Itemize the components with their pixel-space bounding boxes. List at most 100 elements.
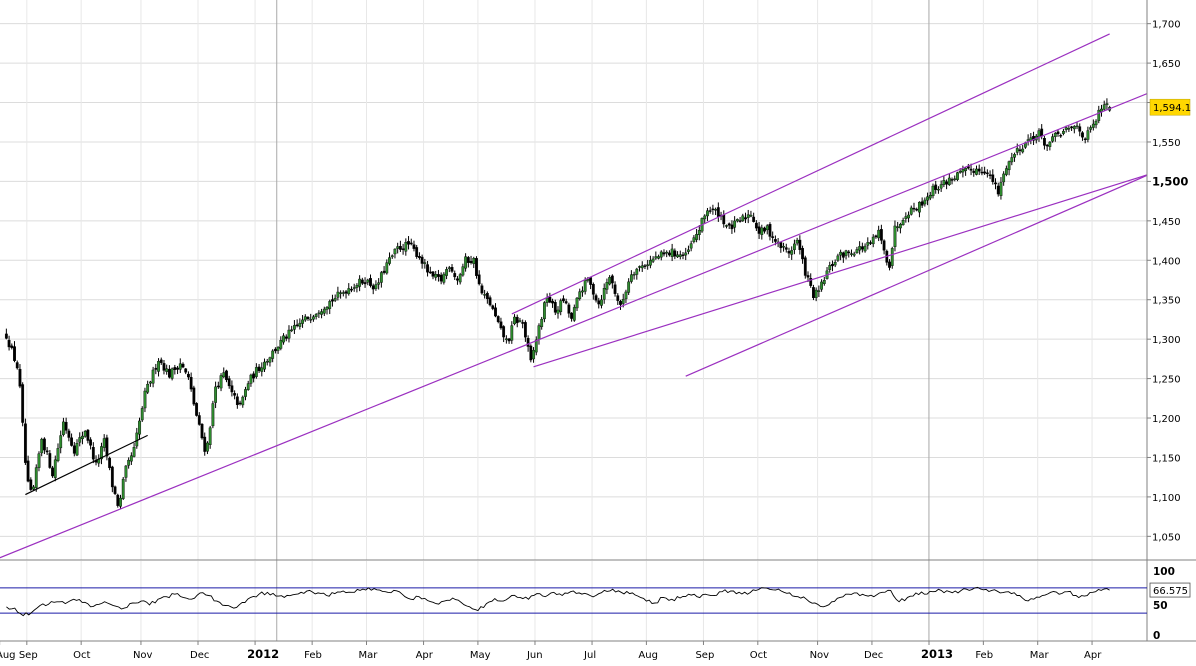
candle-down	[841, 252, 845, 258]
candle-up	[931, 185, 935, 197]
candle-down	[950, 179, 954, 181]
candle-up	[146, 383, 150, 393]
candle-down	[233, 393, 237, 396]
candle-up	[958, 171, 962, 173]
price-tick-label: 1,700	[1152, 20, 1181, 31]
candle-down	[184, 368, 188, 373]
candle-down	[730, 224, 734, 230]
candle-down	[564, 301, 568, 304]
candle-up	[735, 219, 739, 222]
candle-up	[1053, 133, 1057, 137]
indicator-line	[6, 586, 1110, 617]
candle-down	[23, 423, 27, 463]
candle-down	[860, 246, 864, 250]
candle-up	[170, 368, 174, 379]
candle-up	[648, 260, 652, 266]
candle-down	[200, 423, 204, 439]
candle-up	[657, 256, 660, 259]
candle-down	[431, 271, 435, 277]
candle-up	[393, 248, 397, 255]
candle-up	[62, 421, 65, 435]
candle-up	[385, 262, 389, 274]
candle-up	[287, 329, 291, 339]
candle-down	[499, 321, 503, 329]
candle-down	[162, 363, 166, 371]
candle-down	[591, 284, 595, 295]
trendline-lower-channel-short	[685, 167, 1165, 377]
candle-up	[928, 195, 932, 199]
candle-up	[140, 408, 144, 421]
candle-down	[13, 346, 16, 361]
price-tick-label: 1,150	[1152, 453, 1181, 464]
candle-up	[850, 253, 853, 255]
candle-up	[504, 338, 508, 340]
candle-down	[273, 348, 277, 352]
candle-down	[643, 265, 647, 267]
candle-up	[347, 288, 351, 295]
candle-down	[91, 447, 95, 460]
candle-down	[668, 252, 671, 256]
candle-up	[1015, 148, 1019, 153]
candle-up	[581, 290, 584, 293]
candle-down	[1032, 136, 1035, 141]
price-tick-label: 1,500	[1152, 174, 1188, 188]
candle-up	[75, 443, 79, 456]
candle-up	[651, 258, 655, 262]
candle-up	[942, 180, 946, 185]
candle-up	[298, 322, 302, 327]
indicator-tick-label: 50	[1153, 600, 1168, 612]
candle-up	[1094, 120, 1098, 126]
time-tick-label: Jun	[526, 650, 543, 661]
candle-down	[363, 282, 367, 285]
candle-down	[768, 224, 772, 237]
candle-down	[18, 368, 22, 387]
candle-down	[945, 181, 948, 185]
trendline-mid-channel	[533, 169, 1165, 368]
candle-up	[1037, 130, 1041, 138]
price-tick-label: 1,650	[1152, 59, 1181, 70]
candle-down	[1045, 144, 1049, 147]
candle-up	[583, 279, 587, 292]
candle-up	[836, 255, 840, 261]
candle-up	[678, 254, 682, 257]
time-tick-label: Jul	[583, 650, 596, 661]
price-tick-label: 1,300	[1152, 335, 1181, 346]
candle-up	[301, 319, 304, 324]
candle-down	[469, 261, 473, 263]
indicator-value-badge	[1149, 582, 1191, 598]
candle-down	[187, 373, 190, 378]
candle-up	[909, 207, 913, 215]
candle-down	[295, 324, 299, 327]
candle-down	[526, 338, 530, 347]
time-tick-label: Mar	[358, 650, 378, 661]
last-price-badge	[1149, 98, 1191, 116]
candle-down	[882, 240, 886, 251]
candle-up	[537, 325, 541, 340]
candle-down	[972, 170, 976, 173]
candle-up	[741, 215, 745, 222]
candle-up	[532, 349, 535, 360]
candle-up	[464, 256, 468, 269]
candle-down	[491, 305, 495, 309]
candle-up	[1051, 136, 1054, 142]
price-tick-label: 1,050	[1152, 532, 1181, 543]
candle-down	[409, 242, 413, 245]
candle-up	[328, 301, 332, 309]
candle-down	[110, 466, 114, 488]
candle-up	[817, 290, 821, 292]
candle-up	[543, 302, 546, 320]
candle-down	[985, 172, 989, 174]
candle-up	[898, 224, 902, 229]
price-panel-area	[0, 0, 1147, 560]
candle-down	[803, 257, 807, 276]
candle-up	[893, 225, 897, 247]
candle-down	[331, 299, 334, 302]
candle-down	[529, 345, 533, 361]
candle-up	[214, 386, 218, 403]
candle-up	[689, 243, 693, 249]
candle-down	[225, 370, 228, 381]
candle-down	[195, 403, 198, 416]
candle-up	[999, 182, 1003, 196]
trendline-upper-channel-long	[511, 33, 1110, 315]
